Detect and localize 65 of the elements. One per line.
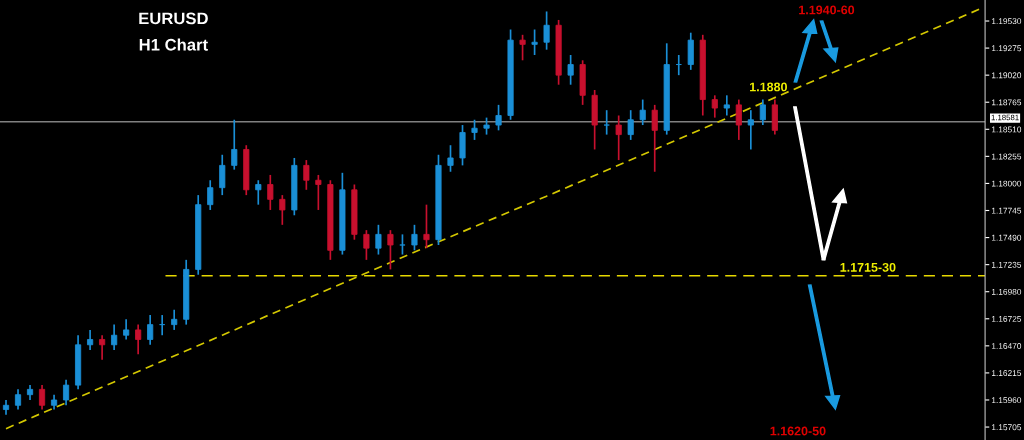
candlestick [723, 94, 730, 117]
candlestick [231, 118, 238, 171]
candlestick [375, 223, 382, 256]
candlestick [123, 318, 130, 341]
y-tick-label: 1.16470 [991, 343, 1022, 349]
candlestick [387, 229, 394, 271]
candlestick [531, 28, 538, 56]
annotation: 1.1715-30 [840, 262, 896, 272]
candlestick [171, 308, 178, 331]
y-tick-label: 1.18765 [991, 99, 1022, 106]
y-tick-label: 1.19275 [991, 45, 1022, 52]
candlestick [99, 334, 106, 361]
candlestick [495, 104, 502, 132]
candlestick [615, 114, 622, 161]
y-tick-label: 1.18510 [991, 126, 1022, 133]
candlestick [543, 10, 550, 51]
candlestick [711, 94, 718, 119]
y-tick-label: 1.19530 [991, 18, 1022, 25]
candlestick [279, 194, 286, 226]
candlestick [399, 233, 406, 256]
candlestick [639, 98, 646, 126]
candlestick [735, 98, 742, 141]
y-tick-label: 1.17235 [991, 261, 1022, 268]
text: H1 Chart [139, 38, 208, 51]
candlestick [651, 104, 658, 173]
candlestick [519, 33, 526, 62]
y-tick-label: 1.17490 [991, 234, 1022, 241]
y-tick-label: 1.18000 [991, 180, 1022, 187]
candlestick [447, 144, 454, 173]
candlestick [675, 54, 682, 76]
y-tick-label: 1.19020 [991, 72, 1022, 79]
candlestick [207, 179, 214, 211]
text: EURUSD [139, 12, 208, 25]
candlestick [135, 323, 142, 356]
candlestick [315, 174, 322, 211]
candlestick [759, 98, 766, 126]
y-tick-label: 1.16725 [991, 315, 1022, 322]
y-tick-label: 1.17745 [991, 207, 1022, 214]
candlestick [147, 314, 154, 346]
annotation: 1.1940-60 [799, 5, 855, 15]
y-tick-label: 1.15705 [991, 424, 1022, 431]
candlestick [255, 179, 262, 206]
candlestick [63, 378, 70, 407]
candlestick [363, 229, 370, 261]
y-tick-label: 1.16215 [991, 370, 1022, 377]
candlestick [627, 109, 634, 141]
candlestick [159, 314, 166, 337]
y-tick-label: 1.16980 [991, 288, 1022, 295]
candlestick [471, 118, 478, 141]
annotation: 1.1620-50 [770, 426, 826, 436]
y-tick-label: 1.15960 [991, 397, 1022, 404]
annotation: 1.1880 [750, 82, 787, 92]
candlestick [87, 329, 94, 351]
candlestick [747, 109, 754, 151]
y-tick-label: 1.18255 [991, 153, 1022, 160]
candlestick [14, 388, 22, 411]
candlestick [267, 174, 274, 211]
candlestick [567, 54, 574, 86]
candlestick [603, 109, 610, 136]
candlestick [111, 323, 118, 351]
candlestick [303, 159, 310, 191]
candlestick [38, 384, 46, 411]
candlestick [423, 203, 430, 250]
candlestick [219, 153, 226, 196]
candlestick [411, 223, 418, 252]
